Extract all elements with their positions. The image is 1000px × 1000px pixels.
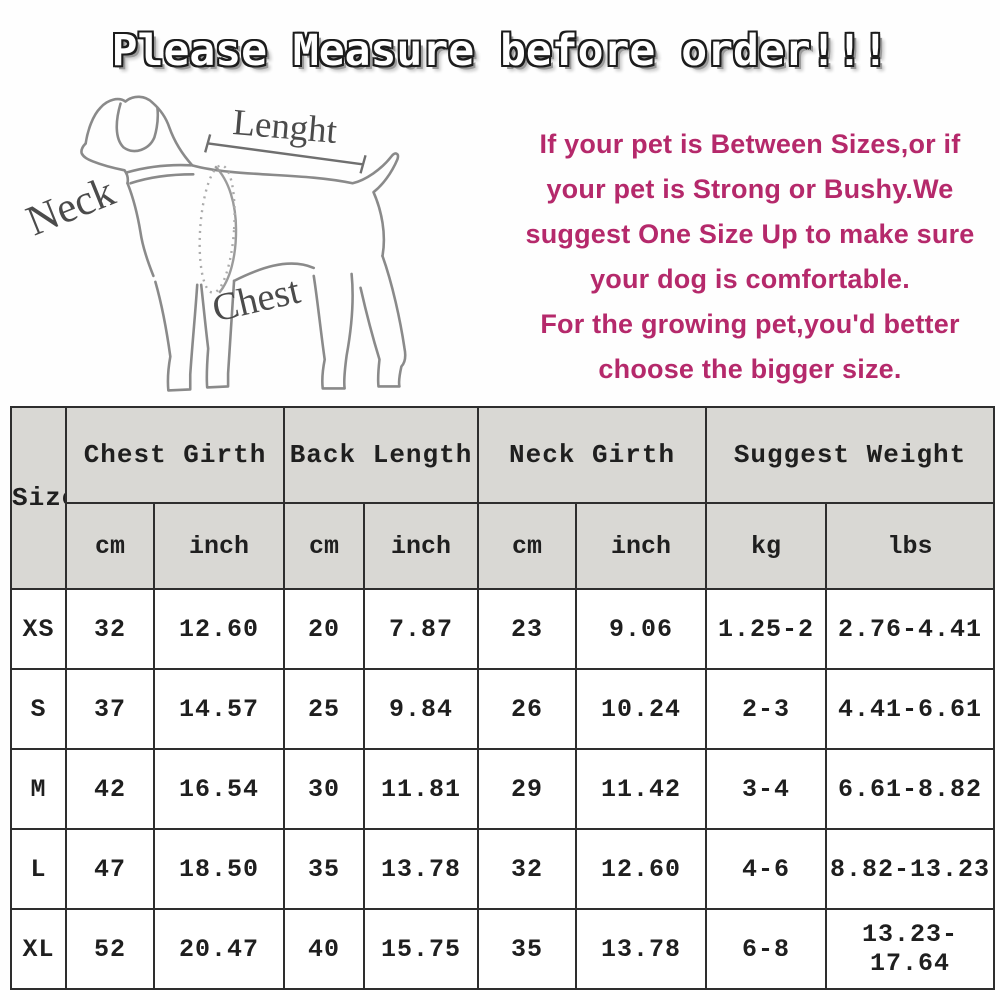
chest-girth-header: Chest Girth [64, 406, 286, 504]
cell: 42 [65, 748, 155, 830]
cell: 6.61-8.82 [825, 748, 996, 830]
length-label: Lenght [231, 101, 339, 151]
suggest-weight-header: Suggest Weight [705, 406, 996, 504]
advice-line: For the growing pet,you'd better [540, 309, 960, 339]
dog-front-leg-far [154, 280, 199, 392]
cell: 6-8 [705, 908, 828, 990]
page-title: Please Measure before order!!! [111, 26, 889, 76]
length-measure-line [204, 134, 367, 174]
size-label: XL [10, 908, 67, 990]
dog-hind-leg-front [312, 272, 354, 390]
dog-outline-drawing: Lenght Neck Chest [20, 95, 407, 392]
sizing-advice-text: If your pet is Between Sizes,or if your … [502, 122, 998, 392]
table-row-xl: XL 52 20.47 40 15.75 35 13.78 6-8 13.23-… [10, 908, 996, 990]
size-column-header: Size [10, 406, 67, 590]
cell: 4-6 [705, 828, 828, 910]
cell: 23 [477, 588, 578, 670]
unit-header-kg: kg [705, 502, 828, 590]
dog-head-outline [84, 95, 194, 167]
cell: 12.60 [575, 828, 708, 910]
dog-front-leg-near [199, 279, 236, 389]
cell: 52 [65, 908, 155, 990]
neck-label: Neck [20, 168, 122, 246]
cell: 1.25-2 [705, 588, 828, 670]
unit-header-cm: cm [477, 502, 578, 590]
cell: 4.41-6.61 [825, 668, 996, 750]
cell: 12.60 [152, 588, 286, 670]
unit-header-cm: cm [283, 502, 366, 590]
dog-back-and-tail [190, 152, 400, 258]
cell: 13.78 [575, 908, 708, 990]
advice-line: If your pet is Between Sizes,or if [539, 129, 961, 159]
advice-line: suggest One Size Up to make sure [525, 219, 975, 249]
table-row-xs: XS 32 12.60 20 7.87 23 9.06 1.25-2 2.76-… [10, 588, 996, 670]
table-row-s: S 37 14.57 25 9.84 26 10.24 2-3 4.41-6.6… [10, 668, 996, 750]
advice-line: your pet is Strong or Bushy.We [546, 174, 954, 204]
dog-ear [115, 102, 160, 153]
dog-belly [232, 262, 316, 283]
cell: 9.06 [575, 588, 708, 670]
cell: 25 [283, 668, 366, 750]
cell: 13.23-17.64 [825, 908, 996, 990]
advice-line: choose the bigger size. [598, 354, 902, 384]
dog-collar-bottom [129, 172, 195, 185]
cell: 2-3 [705, 668, 828, 750]
cell: 13.78 [363, 828, 480, 910]
size-label: M [10, 748, 67, 830]
cell: 32 [65, 588, 155, 670]
cell: 18.50 [152, 828, 286, 910]
cell: 32 [477, 828, 578, 910]
cell: 35 [477, 908, 578, 990]
table-row-m: M 42 16.54 30 11.81 29 11.42 3-4 6.61-8.… [10, 748, 996, 830]
chest-girth-ellipse [198, 164, 236, 294]
table-row-l: L 47 18.50 35 13.78 32 12.60 4-6 8.82-13… [10, 828, 996, 910]
back-length-header: Back Length [283, 406, 480, 504]
cell: 2.76-4.41 [825, 588, 996, 670]
advice-line: your dog is comfortable. [590, 264, 910, 294]
cell: 11.81 [363, 748, 480, 830]
dog-neck-front [126, 181, 155, 278]
cell: 35 [283, 828, 366, 910]
cell: 8.82-13.23 [825, 828, 996, 910]
cell: 14.57 [152, 668, 286, 750]
cell: 20 [283, 588, 366, 670]
chest-girth-arc [214, 165, 238, 294]
size-label: S [10, 668, 67, 750]
cell: 11.42 [575, 748, 708, 830]
cell: 16.54 [152, 748, 286, 830]
cell: 40 [283, 908, 366, 990]
neck-girth-header: Neck Girth [477, 406, 708, 504]
chest-label: Chest [208, 269, 304, 331]
dog-muzzle [80, 142, 130, 185]
cell: 10.24 [575, 668, 708, 750]
dog-hind-leg-back [359, 254, 407, 388]
size-table: Size Chest Girth Back Length Neck Girth … [10, 406, 996, 990]
cell: 20.47 [152, 908, 286, 990]
dog-collar-top [126, 163, 193, 174]
cell: 29 [477, 748, 578, 830]
cell: 9.84 [363, 668, 480, 750]
cell: 3-4 [705, 748, 828, 830]
unit-header-inch: inch [575, 502, 708, 590]
cell: 37 [65, 668, 155, 750]
cell: 15.75 [363, 908, 480, 990]
unit-header-cm: cm [65, 502, 155, 590]
size-label: L [10, 828, 67, 910]
size-label: XS [10, 588, 67, 670]
unit-header-inch: inch [363, 502, 480, 590]
unit-header-inch: inch [152, 502, 286, 590]
cell: 30 [283, 748, 366, 830]
cell: 26 [477, 668, 578, 750]
dog-measurement-diagram: Lenght Neck Chest [2, 86, 500, 402]
cell: 7.87 [363, 588, 480, 670]
unit-header-lbs: lbs [825, 502, 996, 590]
cell: 47 [65, 828, 155, 910]
